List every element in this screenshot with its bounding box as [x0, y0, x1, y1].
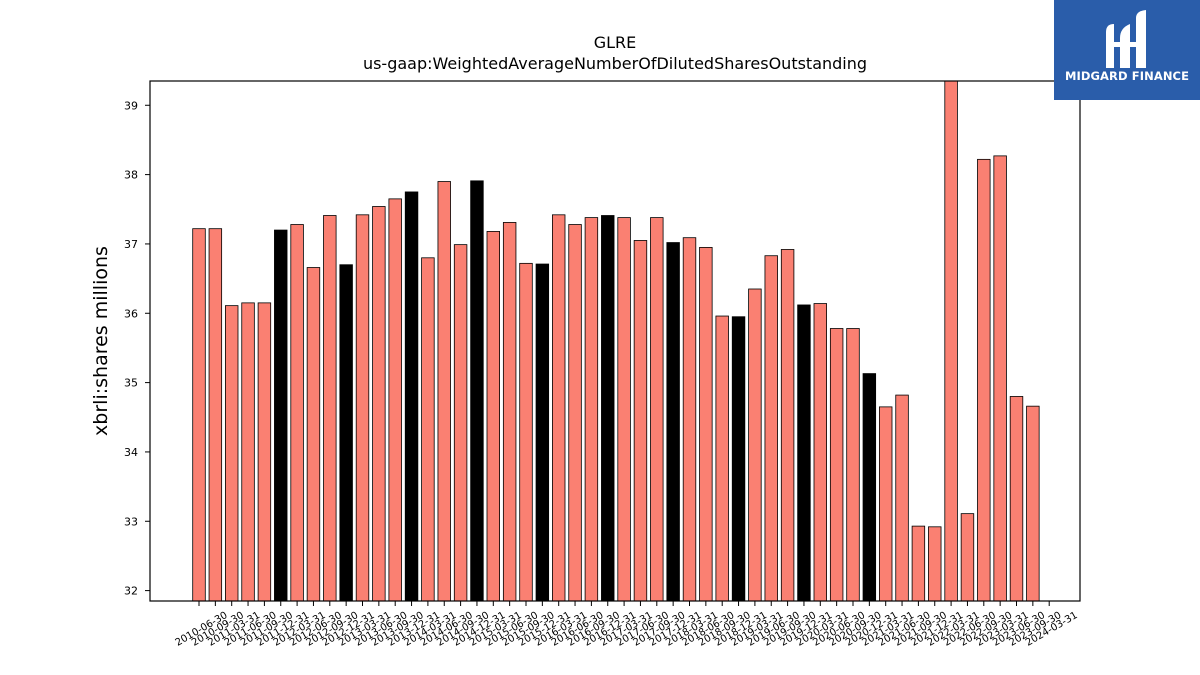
bar	[274, 229, 288, 602]
bar	[323, 215, 337, 602]
midgard-finance-logo: MIDGARD FINANCE	[1054, 0, 1200, 100]
y-tick-label: 32	[124, 585, 138, 598]
bar	[453, 244, 468, 602]
bar	[224, 305, 239, 602]
bar	[404, 191, 419, 602]
y-tick-label: 38	[124, 169, 138, 182]
y-tick-label: 37	[124, 238, 138, 251]
bar	[339, 264, 353, 602]
bar	[846, 328, 860, 602]
bar	[633, 240, 648, 602]
bar	[1026, 405, 1040, 602]
bar	[306, 267, 321, 602]
bar	[355, 214, 370, 602]
bar	[241, 302, 255, 602]
bar	[601, 215, 615, 602]
bar	[748, 288, 762, 602]
bar	[437, 181, 451, 602]
y-tick-label: 36	[124, 307, 138, 320]
bar	[895, 394, 909, 602]
bar	[650, 217, 664, 602]
bar	[486, 231, 501, 602]
bar	[829, 328, 844, 602]
y-tick-label: 39	[124, 99, 138, 112]
bar	[470, 180, 484, 602]
bar	[1009, 396, 1024, 602]
bar	[290, 224, 304, 602]
bar	[372, 206, 386, 602]
bar	[797, 304, 811, 602]
bars-layer	[192, 80, 1040, 602]
bar	[862, 373, 877, 602]
chart-title: GLRE	[593, 33, 637, 52]
bar	[421, 257, 435, 602]
bar	[617, 217, 631, 602]
y-tick-label: 34	[124, 446, 138, 459]
bar	[666, 242, 680, 602]
bar	[502, 222, 517, 602]
bar	[519, 262, 533, 602]
midgard-logo-icon	[1106, 10, 1146, 68]
x-axis: 2010-06-302010-09-302011-03-312011-06-30…	[174, 601, 1080, 649]
y-tick-label: 35	[124, 377, 138, 390]
y-axis: 32 33 34 35 36 37 38 39	[124, 99, 150, 598]
bar	[879, 406, 893, 602]
bar	[960, 513, 975, 602]
bar	[208, 228, 223, 602]
bar	[993, 155, 1007, 602]
y-tick-label: 33	[124, 515, 138, 528]
logo-text: MIDGARD FINANCE	[1064, 69, 1190, 83]
bar	[715, 315, 729, 602]
bar	[388, 198, 402, 602]
bar	[944, 80, 958, 602]
bar	[977, 158, 991, 602]
bar	[813, 303, 828, 602]
bar	[764, 255, 778, 602]
plot-frame	[149, 80, 1081, 602]
bar	[552, 214, 566, 602]
bar	[568, 224, 582, 602]
bar	[911, 525, 926, 602]
y-axis-label: xbrli:shares millions	[90, 246, 112, 436]
chart-subtitle: us-gaap:WeightedAverageNumberOfDilutedSh…	[362, 54, 868, 73]
bar	[257, 302, 272, 602]
bar	[699, 246, 713, 602]
bar	[731, 316, 746, 602]
bar	[682, 237, 697, 602]
bar	[780, 249, 795, 602]
chart-title-block: GLRE us-gaap:WeightedAverageNumberOfDilu…	[150, 32, 1080, 74]
bar	[535, 263, 550, 602]
bar	[584, 217, 599, 602]
bar	[928, 526, 942, 602]
bar	[192, 228, 206, 602]
